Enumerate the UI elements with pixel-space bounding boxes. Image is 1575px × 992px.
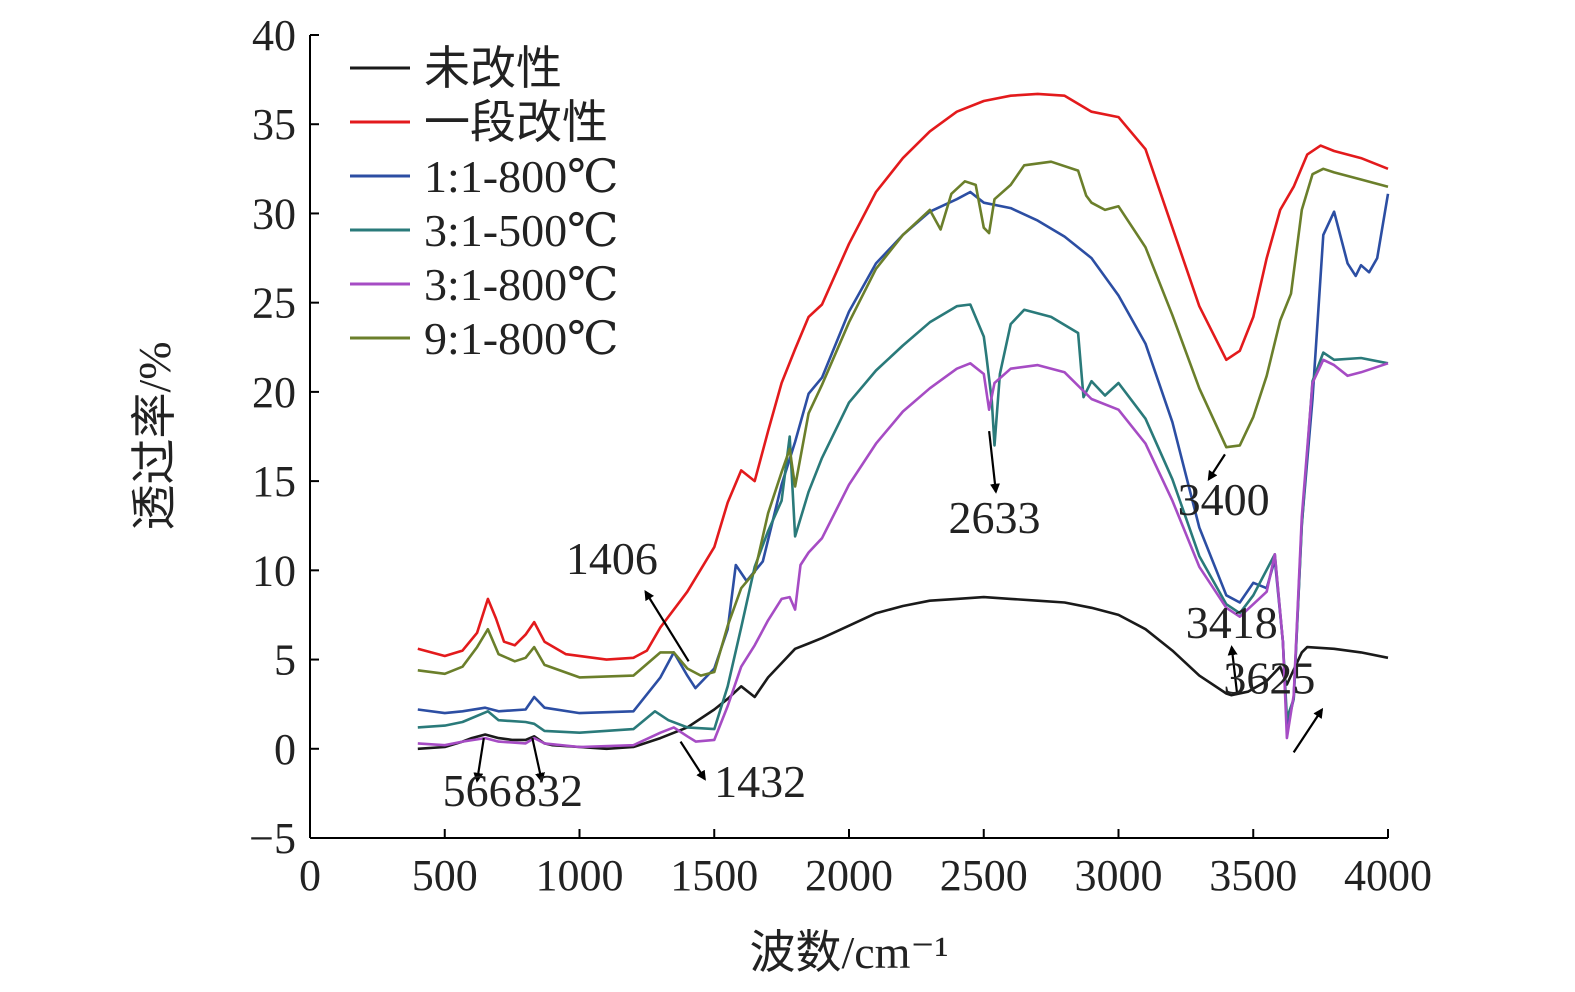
annotation-label: 566 xyxy=(443,765,512,816)
y-tick-label: 25 xyxy=(252,279,296,328)
series-line-1 xyxy=(417,92,1389,661)
x-tick-label: 3500 xyxy=(1209,851,1297,900)
series xyxy=(417,92,1390,751)
annotation-arrow xyxy=(644,590,690,662)
y-tick-label: 15 xyxy=(252,457,296,506)
annotation-label: 3625 xyxy=(1223,652,1315,703)
annotation-label: 1432 xyxy=(714,756,806,807)
annotation-arrow xyxy=(473,737,485,783)
y-tick-label: 0 xyxy=(274,725,296,774)
legend-label: 3:1-800℃ xyxy=(424,259,619,310)
x-tick-label: 2000 xyxy=(805,851,893,900)
annotation-arrow xyxy=(1207,453,1226,482)
annotation-arrow xyxy=(679,741,706,781)
annotation-label: 2633 xyxy=(949,492,1041,543)
legend-label: 1:1-800℃ xyxy=(424,151,619,202)
x-tick-label: 1500 xyxy=(670,851,758,900)
legend-label: 未改性 xyxy=(424,43,562,94)
annotation-label: 3418 xyxy=(1186,597,1278,648)
y-axis-title: 透过率/% xyxy=(129,341,180,530)
annotation-arrow xyxy=(1292,707,1324,753)
y-tick-label: 30 xyxy=(252,189,296,238)
annotation-label: 3400 xyxy=(1178,474,1270,525)
series-line-4 xyxy=(417,358,1389,749)
y-tick-label: 5 xyxy=(274,636,296,685)
y-tick-label: −5 xyxy=(249,814,296,863)
annotation-label: 832 xyxy=(514,765,583,816)
legend-label: 9:1-800℃ xyxy=(424,313,619,364)
annotation-arrow xyxy=(531,737,545,783)
annotation-label: 1406 xyxy=(566,533,658,584)
x-tick-label: 2500 xyxy=(940,851,1028,900)
x-tick-label: 500 xyxy=(412,851,478,900)
y-tick-label: 35 xyxy=(252,100,296,149)
x-tick-label: 1000 xyxy=(536,851,624,900)
series-line-3 xyxy=(417,303,1389,735)
y-tick-label: 40 xyxy=(252,11,296,60)
x-tick-label: 0 xyxy=(299,851,321,900)
x-axis-title: 波数/cm⁻¹ xyxy=(749,927,948,978)
annotation-arrow xyxy=(1227,645,1239,694)
legend-label: 一段改性 xyxy=(424,97,608,148)
ticks: 0 500 1000 1500 2000 2500 3000 3500 4000−5051015… xyxy=(249,11,1432,900)
y-tick-label: 10 xyxy=(252,546,296,595)
annotation-arrow xyxy=(988,431,1000,494)
series-line-5 xyxy=(417,160,1389,679)
x-tick-label: 4000 xyxy=(1344,851,1432,900)
y-tick-label: 20 xyxy=(252,368,296,417)
legend-label: 3:1-500℃ xyxy=(424,205,619,256)
x-tick-label: 3000 xyxy=(1075,851,1163,900)
